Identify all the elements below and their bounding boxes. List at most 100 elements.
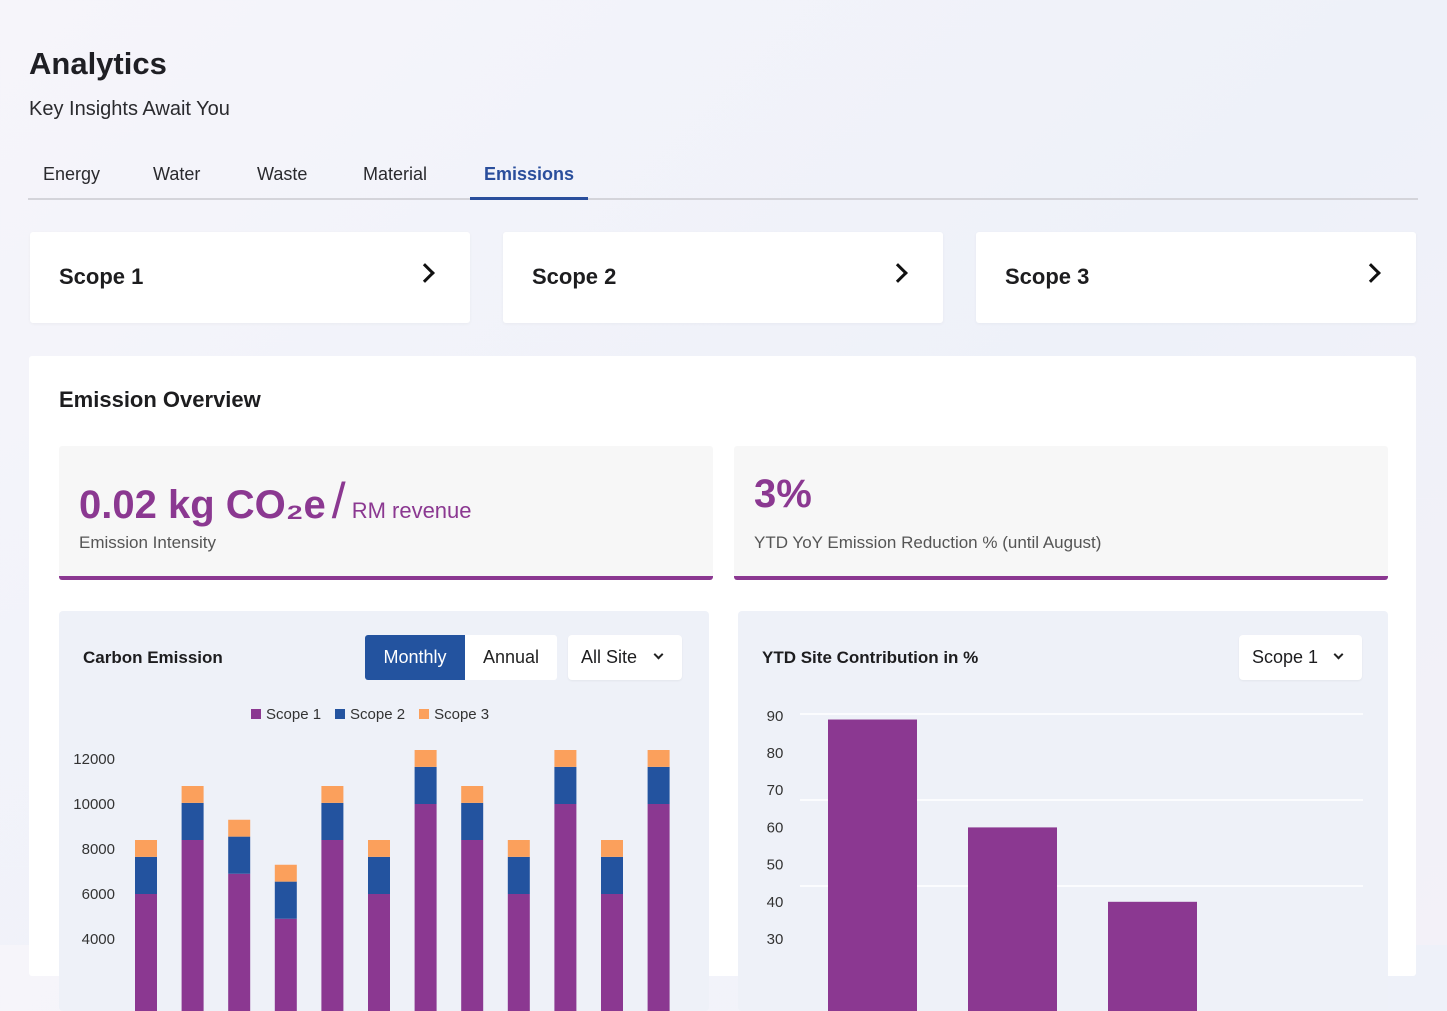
legend-swatch [419,709,430,719]
bar-scope-2 [601,856,623,894]
scope-2-card[interactable]: Scope 2 [503,232,943,323]
monthly-toggle[interactable]: Monthly [365,635,465,680]
bar-scope-3 [181,786,204,803]
legend-swatch [251,709,261,719]
bar-scope-3 [647,750,670,767]
yoy-reduction-kpi: 3% YTD YoY Emission Reduction % (until A… [734,446,1388,580]
legend-label: Scope 1 [266,706,322,723]
emission-intensity-kpi: 0.02 kg CO₂e / RM revenue Emission Intensi… [59,446,713,580]
bar-scope-1 [601,894,623,1011]
legend-scope-1: Scope 1 [251,706,321,723]
legend-scope-2: Scope 2 [335,706,405,723]
chevron-right-icon [415,263,435,283]
bar-scope-1 [181,840,204,1011]
bar-scope-3 [554,750,577,767]
bar-scope-3 [507,840,530,857]
bar-scope-1 [274,918,297,1011]
bar-scope-3 [601,840,623,857]
y-tick-label: 6000 [82,886,115,903]
bar-scope-2 [647,766,670,804]
bar-scope-1 [461,840,484,1011]
kpi-value: 3% [754,472,812,516]
bar-scope-1 [414,804,437,1011]
scope-select[interactable]: Scope 1 [1239,635,1362,680]
bar-scope-2 [554,766,577,804]
bar-scope-3 [321,786,344,803]
bar-scope-2 [507,856,530,894]
bar-scope-3 [228,819,251,837]
y-tick-label: 40 [767,894,784,911]
bar-scope-1 [647,804,670,1011]
scope-label: Scope 2 [532,264,617,289]
emission-overview-card: Emission Overview 0.02 kg CO₂e / RM revenu… [29,356,1416,1011]
page-title: Analytics [29,46,167,81]
legend-swatch [335,709,346,719]
bar-scope-1 [554,804,577,1011]
y-tick-label: 70 [767,782,784,799]
bar-scope-1 [135,894,157,1011]
y-tick-label: 4000 [82,931,115,948]
kpi-unit: RM revenue [351,498,472,523]
bar-scope-3 [461,786,484,803]
active-tab-indicator [470,197,588,200]
bar-scope-2 [368,856,390,894]
bar-scope-3 [135,840,157,857]
legend-label: Scope 3 [434,706,490,723]
bar-scope-2 [181,802,204,840]
kpi-slash: / [331,473,346,529]
bar-scope-2 [135,856,157,894]
chevron-right-icon [888,263,908,283]
bar-scope-3 [368,840,390,857]
chart-legend: Scope 1 Scope 2 Scope 3 [251,706,489,723]
panel-title: YTD Site Contribution in % [762,648,979,667]
y-tick-label: 30 [767,931,784,948]
chevron-right-icon [1361,263,1381,283]
chevron-down-icon [1333,649,1344,660]
tab-emissions[interactable]: Emissions [484,164,575,184]
legend-label: Scope 2 [350,706,406,723]
page-subtitle: Key Insights Await You [29,98,230,120]
bar-scope-2 [274,881,297,919]
kpi-caption: Emission Intensity [79,533,216,552]
bar-scope-2 [228,836,251,874]
site-select-value: All Site [581,647,638,667]
scope-select-value: Scope 1 [1252,647,1319,667]
bar-scope-1 [507,894,530,1011]
section-title: Emission Overview [59,387,261,412]
y-tick-label: 60 [767,819,784,836]
legend-scope-3: Scope 3 [419,706,489,723]
scope-label: Scope 3 [1005,264,1090,289]
y-tick-label: 50 [767,857,784,874]
bar-scope-2 [321,802,344,840]
panel-title: Carbon Emission [83,648,223,667]
tab-water[interactable]: Water [153,164,201,184]
kpi-value: 0.02 kg CO₂e [79,483,326,527]
bar-scope-2 [414,766,437,804]
y-tick-label: 12000 [73,751,115,768]
bar-scope-3 [274,864,297,882]
carbon-emission-panel: 12000 10000 8000 6000 4000 Carbon Emission M… [59,611,709,1011]
bar-scope-3 [414,750,437,767]
annual-toggle[interactable]: Annual [465,635,557,680]
scope-1-card[interactable]: Scope 1 [30,232,470,323]
kpi-caption: YTD YoY Emission Reduction % (until Augu… [754,533,1102,552]
scope-3-card[interactable]: Scope 3 [976,232,1416,323]
ytd-site-contribution-panel: 90 80 70 60 50 40 30 YTD Site Contribution in … [738,611,1388,1011]
y-tick-label: 10000 [73,796,115,813]
y-tick-label: 8000 [82,841,115,858]
tab-waste[interactable]: Waste [257,164,308,184]
tab-bar: Energy Water Waste Material Emissions [28,160,1418,200]
y-tick-label: 80 [767,745,784,762]
y-tick-label: 90 [767,708,784,725]
bar-scope-1 [368,894,390,1011]
tab-energy[interactable]: Energy [43,164,101,184]
bar-site [968,827,1057,1011]
site-select[interactable]: All Site [568,635,682,680]
bar-scope-1 [228,873,251,1011]
tab-material[interactable]: Material [363,164,428,184]
scope-label: Scope 1 [59,264,144,289]
bar-site [1108,901,1197,1011]
bar-site [828,719,917,1011]
bar-scope-2 [461,802,484,840]
bar-scope-1 [321,840,344,1011]
